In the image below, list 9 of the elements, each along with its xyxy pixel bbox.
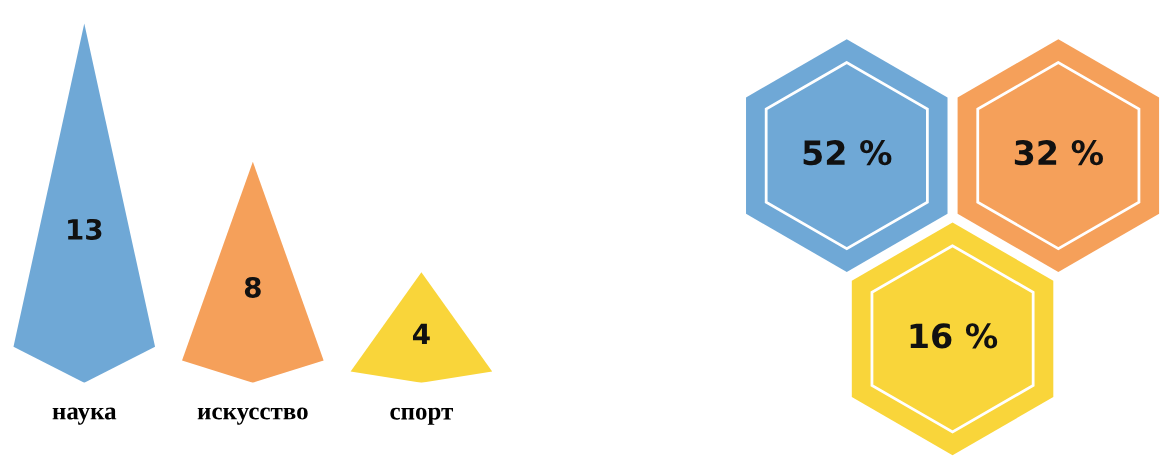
data-label: 52 % — [803, 140, 892, 166]
data-label: 16 % — [910, 323, 998, 349]
data-label: 4 — [412, 323, 430, 344]
data-label: 32 % — [1014, 140, 1103, 166]
category-label: наука — [52, 407, 117, 425]
data-label: 8 — [244, 276, 261, 298]
category-label: искусство — [197, 407, 308, 425]
data-label: 13 — [68, 218, 102, 240]
category-label: спорт — [390, 407, 454, 425]
